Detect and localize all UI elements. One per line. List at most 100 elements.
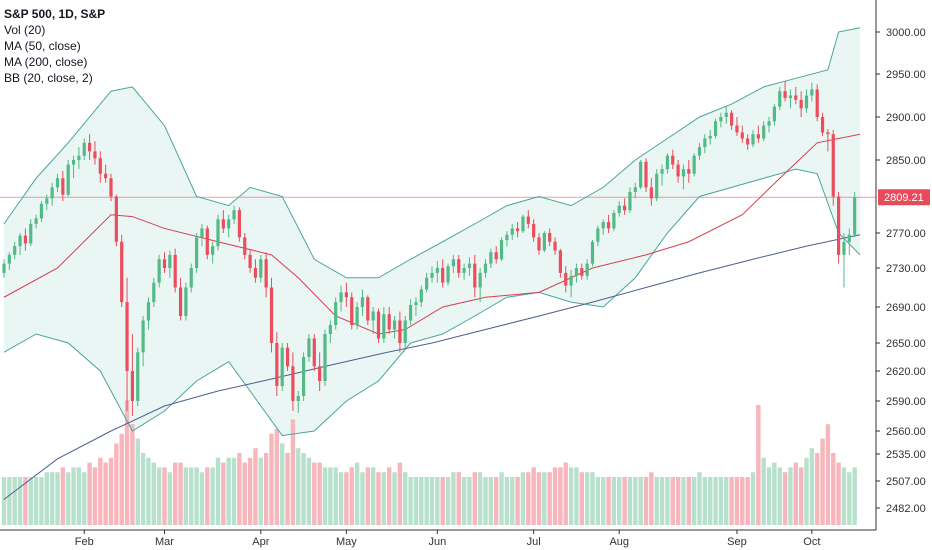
candle[interactable] (703, 138, 707, 148)
candle[interactable] (339, 292, 343, 303)
candle[interactable] (18, 235, 22, 247)
candle[interactable] (564, 272, 568, 286)
candle[interactable] (558, 250, 562, 273)
candle[interactable] (660, 169, 664, 174)
candle[interactable] (157, 259, 161, 283)
candle[interactable] (7, 254, 11, 264)
candle[interactable] (77, 155, 81, 160)
candle[interactable] (574, 268, 579, 276)
candle[interactable] (264, 259, 268, 288)
candle[interactable] (687, 169, 691, 174)
candle[interactable] (146, 302, 151, 321)
candle[interactable] (312, 338, 316, 367)
candle[interactable] (671, 155, 675, 165)
candle[interactable] (232, 210, 236, 220)
candle[interactable] (510, 228, 514, 235)
candle[interactable] (708, 135, 712, 139)
candle[interactable] (120, 241, 124, 303)
candle[interactable] (39, 203, 44, 219)
candle[interactable] (334, 302, 338, 325)
candle[interactable] (628, 191, 632, 211)
candle[interactable] (815, 89, 819, 117)
candle[interactable] (799, 99, 803, 109)
candle[interactable] (280, 347, 284, 386)
candle[interactable] (227, 219, 231, 229)
candle[interactable] (762, 125, 766, 139)
candle[interactable] (740, 132, 744, 139)
candle[interactable] (366, 297, 370, 321)
candle[interactable] (730, 112, 734, 126)
candle[interactable] (243, 237, 247, 255)
candle[interactable] (767, 121, 771, 126)
candle[interactable] (355, 307, 359, 325)
candle[interactable] (425, 277, 429, 290)
candle[interactable] (719, 117, 723, 122)
candle[interactable] (360, 297, 365, 307)
candle[interactable] (50, 187, 54, 199)
candle[interactable] (810, 89, 814, 96)
candle[interactable] (344, 292, 348, 298)
candle[interactable] (2, 263, 6, 273)
candle[interactable] (649, 187, 653, 199)
candle[interactable] (387, 314, 391, 330)
candle[interactable] (34, 218, 38, 224)
candle[interactable] (713, 121, 718, 136)
candle[interactable] (13, 246, 17, 255)
candle[interactable] (409, 305, 413, 321)
candle[interactable] (606, 222, 611, 229)
candle[interactable] (178, 287, 183, 317)
candle[interactable] (537, 237, 541, 251)
candle[interactable] (403, 320, 407, 344)
candle[interactable] (125, 302, 129, 371)
candle[interactable] (98, 158, 102, 174)
candle[interactable] (109, 178, 113, 197)
candle[interactable] (168, 254, 172, 268)
candle[interactable] (462, 268, 466, 273)
candle[interactable] (756, 134, 760, 139)
candle[interactable] (532, 223, 536, 238)
candle[interactable] (414, 302, 418, 306)
candle[interactable] (441, 268, 445, 283)
candle[interactable] (676, 164, 680, 177)
candle[interactable] (478, 272, 482, 288)
candle[interactable] (55, 178, 60, 188)
candle[interactable] (248, 254, 252, 268)
candle[interactable] (136, 352, 140, 401)
candle[interactable] (612, 212, 616, 229)
candle[interactable] (804, 95, 809, 109)
candle[interactable] (516, 228, 520, 232)
candle[interactable] (291, 366, 295, 401)
candle[interactable] (253, 268, 258, 278)
candle[interactable] (141, 320, 145, 353)
candle[interactable] (548, 233, 552, 242)
candle[interactable] (601, 222, 605, 229)
candle[interactable] (505, 234, 509, 240)
candle[interactable] (489, 252, 493, 264)
candle[interactable] (61, 178, 65, 195)
candle[interactable] (237, 210, 241, 238)
candle[interactable] (633, 187, 637, 192)
candle[interactable] (392, 320, 397, 330)
candle[interactable] (114, 196, 118, 242)
candle[interactable] (259, 259, 263, 278)
candle[interactable] (590, 241, 595, 264)
candle[interactable] (302, 357, 306, 396)
candle[interactable] (371, 311, 375, 321)
candle[interactable] (285, 347, 290, 367)
candle[interactable] (580, 268, 584, 276)
candle[interactable] (152, 282, 156, 303)
candle[interactable] (499, 240, 504, 260)
candle[interactable] (275, 343, 279, 386)
candle[interactable] (211, 246, 215, 255)
candle[interactable] (269, 287, 274, 344)
candle[interactable] (205, 228, 209, 255)
candle[interactable] (569, 275, 573, 286)
candle[interactable] (451, 259, 455, 267)
candle[interactable] (483, 263, 488, 273)
candle[interactable] (697, 147, 702, 156)
candle[interactable] (831, 134, 835, 197)
candle[interactable] (29, 223, 33, 244)
candle[interactable] (184, 287, 188, 317)
candle[interactable] (93, 151, 97, 159)
